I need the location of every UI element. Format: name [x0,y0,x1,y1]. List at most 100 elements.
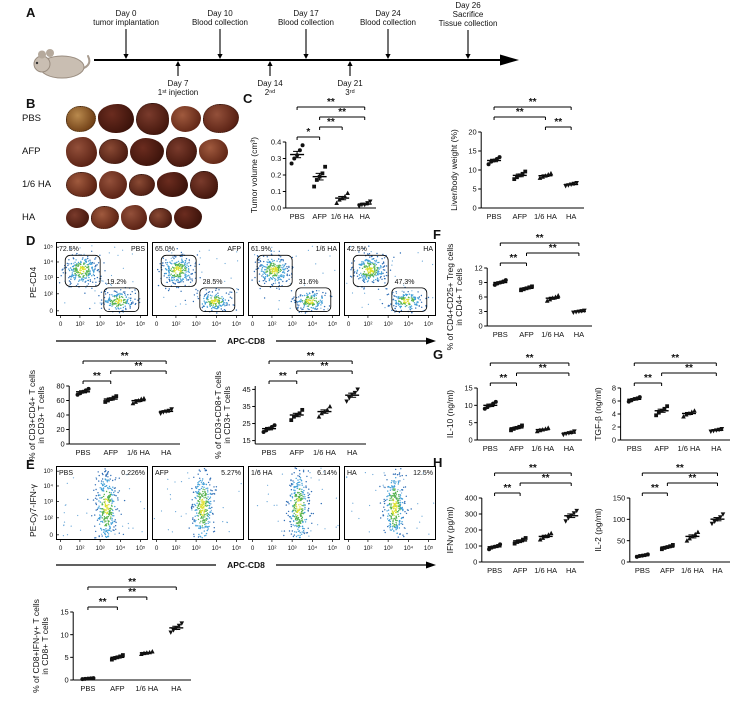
svg-text:Tumor volume (cm³): Tumor volume (cm³) [249,137,259,213]
svg-text:100: 100 [465,542,478,551]
chart-ifng-serum: 0 100 200 300 400 IFNγ (pg/ml) PBS AFP 1/6 HA HA *… [445,462,590,582]
svg-text:45: 45 [242,385,250,394]
svg-text:10⁴: 10⁴ [212,321,222,328]
svg-text:Blood collection: Blood collection [360,18,416,27]
gate-percent: 5.27% [221,470,241,477]
svg-text:HA: HA [347,448,357,457]
svg-text:AFP: AFP [512,212,527,221]
sig-label: ** [327,97,335,108]
sig-label: ** [279,371,287,382]
svg-text:Day 24: Day 24 [375,9,401,18]
svg-text:Blood collection: Blood collection [278,18,334,27]
svg-text:Sacrifice: Sacrifice [453,10,484,19]
sig-label: ** [516,107,524,118]
sig-label: ** [338,107,346,118]
tumor-photo [99,139,128,164]
ifng_serum-plot: 0 100 200 300 400 IFNγ (pg/ml) PBS AFP 1/6 HA HA *… [445,463,584,575]
gate2-percent: 31.6% [299,279,319,286]
flow-e-y-axis-label: PE-Cy7-IFN-γ [28,484,38,537]
svg-text:HA: HA [566,566,576,575]
chart-il2: 0 50 100 150 IL-2 (pg/ml) PBS AFP 1/6 HA HA ** ** *… [593,462,736,582]
svg-text:PBS: PBS [635,566,650,575]
svg-text:10⁵: 10⁵ [136,545,146,552]
svg-text:0.4: 0.4 [271,138,281,147]
sample-label: PBS [131,246,145,253]
svg-text:in CD3+ T cells: in CD3+ T cells [222,386,232,444]
svg-text:10²: 10² [75,321,84,328]
svg-text:1/6 HA: 1/6 HA [681,566,704,575]
svg-text:6: 6 [479,293,483,302]
sig-label: ** [539,363,547,374]
svg-text:10³: 10³ [96,321,105,328]
svg-text:10⁵: 10⁵ [424,321,434,328]
svg-text:10⁴: 10⁴ [404,321,414,328]
svg-text:IFNγ (pg/ml): IFNγ (pg/ml) [445,506,455,553]
ifng_pct-plot: 0 5 10 15 % of CD8+IFN-γ+ T cells in CD8+ T c… [31,577,191,693]
svg-text:0: 0 [155,545,159,552]
timeline: Day 0 tumor implantation Day 10 Blood colle… [92,1,524,98]
svg-text:tumor implantation: tumor implantation [93,18,159,27]
tumor-row-label: PBS [22,113,42,124]
sig-label: * [306,127,310,138]
tumor-photo [157,172,188,197]
chart-treg-percent: 0 3 6 9 12 % of CD4+CD25+ Treg cells in CD4+ T… [445,232,598,350]
svg-text:HA: HA [712,566,722,575]
sig-label: ** [529,463,537,474]
svg-text:AFP: AFP [654,444,669,453]
svg-text:AFP: AFP [519,330,534,339]
svg-text:3ʳᵈ: 3ʳᵈ [345,88,354,97]
tumor-row-label: HA [22,212,36,223]
chart-tgf-beta: 0 2 4 6 8 TGF-β (ng/ml) PBS AFP 1/6 HA HA ** ** ** [593,352,736,460]
svg-text:Liver/body weight (%): Liver/body weight (%) [449,129,459,211]
flow-plot-d-ha: 42.5% HA 47.3% 0 10² 10³ 10⁴ 10⁵ [344,242,436,332]
svg-text:25: 25 [242,419,250,428]
svg-text:10³: 10³ [44,275,53,282]
svg-text:0.0: 0.0 [271,204,281,213]
svg-text:HA: HA [171,684,181,693]
svg-text:10⁵: 10⁵ [424,545,434,552]
tumor-photo [98,104,134,133]
panel-label-h: H [433,455,443,470]
svg-text:10³: 10³ [288,321,297,328]
flow-x-axis-arrow: APC-CD8 [56,558,436,572]
svg-text:200: 200 [465,526,478,535]
svg-text:Day 14: Day 14 [257,79,283,88]
gate1-percent: 61.9% [251,246,271,253]
svg-text:8: 8 [612,384,616,393]
flow-plot-e-ha: HA 12.5% 0 10² 10³ 10⁴ 10⁵ [344,466,436,556]
tumor-photo [66,172,97,197]
svg-text:2ⁿᵈ: 2ⁿᵈ [265,88,275,97]
svg-text:10: 10 [468,166,476,175]
svg-text:2: 2 [612,423,616,432]
sample-label: HA [347,470,357,477]
tumor-photo [91,206,119,229]
tumor-photo [136,102,169,135]
chart-il10: 0 5 10 15 IL-10 (ng/ml) PBS AFP 1/6 HA HA ** ** ** [445,352,588,460]
tumor-row-label: 1/6 HA [22,179,52,190]
svg-text:0: 0 [251,545,255,552]
liver_body-plot: 0 5 10 15 20 Liver/body weight (%) PBS AFP 1/6 H… [449,97,584,221]
svg-text:5: 5 [65,653,69,662]
svg-text:10: 10 [464,401,472,410]
tumor-photo [66,207,89,228]
svg-text:9: 9 [479,278,483,287]
svg-text:0: 0 [473,558,477,567]
sig-label: ** [500,373,508,384]
svg-text:% of CD3+CD4+ T cells: % of CD3+CD4+ T cells [27,370,37,460]
svg-text:0: 0 [50,308,54,315]
svg-text:400: 400 [465,494,478,503]
svg-text:15: 15 [60,608,68,617]
svg-text:150: 150 [613,494,626,503]
tumor_volume-plot: 0.0 0.1 0.2 0.3 0.4 Tumor volume (cm³) PBS AFP 1… [249,97,376,221]
svg-text:10³: 10³ [384,321,393,328]
flow-e-x-axis: APC-CD8 [56,558,436,572]
svg-text:60: 60 [56,396,64,405]
svg-text:10⁵: 10⁵ [136,321,146,328]
svg-text:20: 20 [56,425,64,434]
svg-text:20: 20 [468,128,476,137]
sample-label: PBS [59,470,73,477]
svg-text:0.2: 0.2 [271,171,281,180]
svg-text:1/6 HA: 1/6 HA [678,444,701,453]
flow-plot-d-16ha: 61.9% 1/6 HA 31.6% 0 10² 10³ 10⁴ 10⁵ [248,242,340,332]
svg-text:10⁴: 10⁴ [43,259,53,266]
